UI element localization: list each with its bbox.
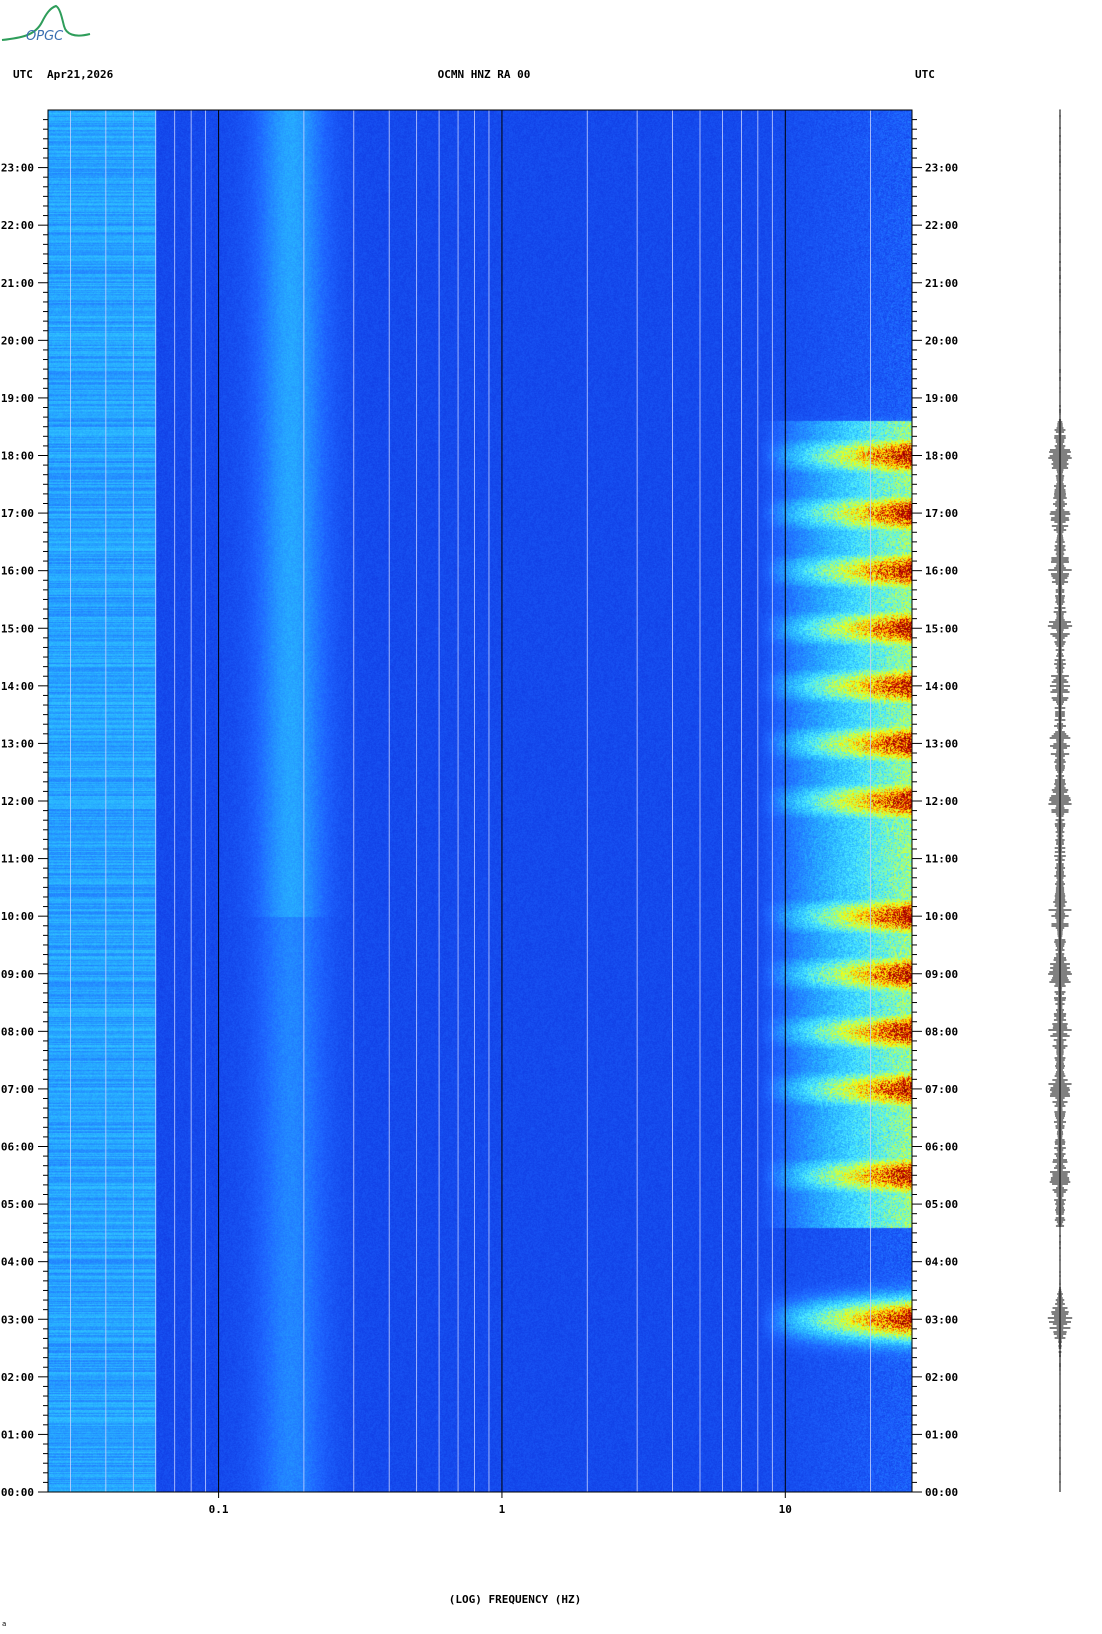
header-left-timezone: UTC bbox=[13, 68, 33, 81]
y-tick-label-right: 13:00 bbox=[925, 737, 958, 750]
y-tick-label-right: 10:00 bbox=[925, 910, 958, 923]
y-tick-label-right: 03:00 bbox=[925, 1313, 958, 1326]
y-tick-label-left: 13:00 bbox=[1, 737, 34, 750]
y-tick-label-left: 12:00 bbox=[1, 795, 34, 808]
y-tick-label-right: 00:00 bbox=[925, 1486, 958, 1499]
svg-text:OPGC: OPGC bbox=[26, 29, 64, 44]
y-tick-label-left: 06:00 bbox=[1, 1141, 34, 1154]
seismogram-trace bbox=[1047, 109, 1073, 1492]
y-tick-label-left: 01:00 bbox=[1, 1428, 34, 1441]
y-tick-label-right: 04:00 bbox=[925, 1256, 958, 1269]
y-tick-label-left: 19:00 bbox=[1, 392, 34, 405]
x-tick-label: 1 bbox=[499, 1503, 506, 1516]
footnote-mark: a bbox=[2, 1620, 7, 1628]
chart-title: OCMN HNZ RA 00 bbox=[437, 68, 531, 81]
x-axis-label: (LOG) FREQUENCY (HZ) bbox=[448, 1593, 582, 1606]
y-tick-label-left: 10:00 bbox=[1, 910, 34, 923]
y-tick-label-right: 09:00 bbox=[925, 968, 958, 981]
y-tick-label-left: 18:00 bbox=[1, 450, 34, 463]
x-tick-label: 10 bbox=[779, 1503, 792, 1516]
y-tick-label-left: 05:00 bbox=[1, 1198, 34, 1211]
y-tick-label-right: 12:00 bbox=[925, 795, 958, 808]
y-tick-label-left: 00:00 bbox=[1, 1486, 34, 1499]
y-tick-label-left: 17:00 bbox=[1, 507, 34, 520]
y-tick-label-left: 02:00 bbox=[1, 1371, 34, 1384]
y-tick-label-right: 02:00 bbox=[925, 1371, 958, 1384]
opgc-logo: OPGC bbox=[0, 0, 100, 52]
y-tick-label-right: 15:00 bbox=[925, 622, 958, 635]
y-tick-label-right: 06:00 bbox=[925, 1141, 958, 1154]
y-tick-label-right: 01:00 bbox=[925, 1428, 958, 1441]
y-tick-label-left: 04:00 bbox=[1, 1256, 34, 1269]
header-right-timezone: UTC bbox=[915, 68, 935, 81]
y-tick-label-right: 05:00 bbox=[925, 1198, 958, 1211]
y-tick-label-left: 03:00 bbox=[1, 1313, 34, 1326]
y-tick-label-right: 21:00 bbox=[925, 277, 958, 290]
y-tick-label-right: 20:00 bbox=[925, 334, 958, 347]
y-tick-label-left: 14:00 bbox=[1, 680, 34, 693]
y-tick-label-right: 16:00 bbox=[925, 565, 958, 578]
y-tick-label-left: 08:00 bbox=[1, 1025, 34, 1038]
y-tick-label-left: 09:00 bbox=[1, 968, 34, 981]
y-tick-label-left: 22:00 bbox=[1, 219, 34, 232]
y-tick-label-right: 23:00 bbox=[925, 162, 958, 175]
header-date: Apr21,2026 bbox=[47, 68, 114, 81]
plot-frame bbox=[47, 109, 913, 1493]
trace-amplitude bbox=[1047, 109, 1073, 1491]
y-tick-label-right: 08:00 bbox=[925, 1025, 958, 1038]
y-tick-label-right: 07:00 bbox=[925, 1083, 958, 1096]
y-tick-label-left: 11:00 bbox=[1, 853, 34, 866]
x-tick-label: 0.1 bbox=[209, 1503, 229, 1516]
y-tick-label-left: 15:00 bbox=[1, 622, 34, 635]
y-tick-label-left: 20:00 bbox=[1, 334, 34, 347]
y-tick-label-right: 14:00 bbox=[925, 680, 958, 693]
y-tick-label-left: 07:00 bbox=[1, 1083, 34, 1096]
y-tick-label-right: 22:00 bbox=[925, 219, 958, 232]
y-tick-label-right: 19:00 bbox=[925, 392, 958, 405]
y-tick-label-left: 16:00 bbox=[1, 565, 34, 578]
y-tick-label-left: 23:00 bbox=[1, 162, 34, 175]
y-tick-label-right: 18:00 bbox=[925, 450, 958, 463]
y-tick-label-left: 21:00 bbox=[1, 277, 34, 290]
y-tick-label-right: 11:00 bbox=[925, 853, 958, 866]
y-tick-label-right: 17:00 bbox=[925, 507, 958, 520]
